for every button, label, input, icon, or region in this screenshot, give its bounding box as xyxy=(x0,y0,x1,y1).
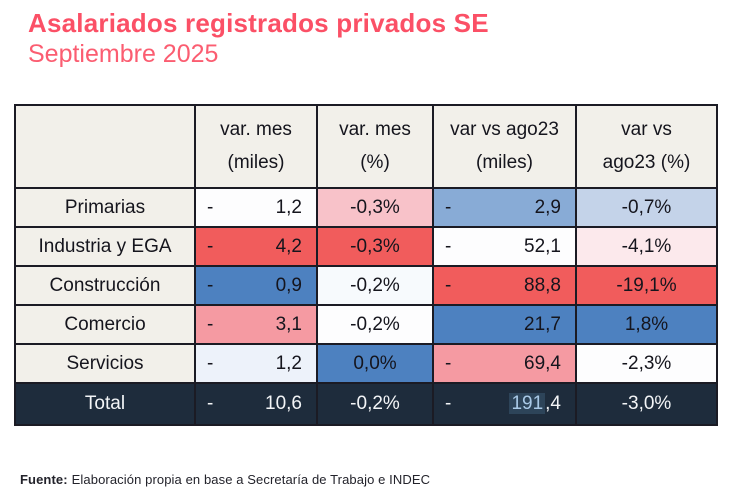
table-row-total: Total - 10,6 -0,2% - 191,4 -3,0% xyxy=(14,382,718,426)
cell-value: 2,9 xyxy=(534,196,561,218)
sectors-variation-table: var. mes (miles) var. mes (%) var vs ago… xyxy=(14,104,718,426)
header-line2: (miles) xyxy=(476,152,533,173)
table-row-industria-y-ega: Industria y EGA - 4,2 -0,3% - 52,1 -4,1% xyxy=(14,226,718,267)
row-label: Construcción xyxy=(14,265,196,306)
negative-sign: - xyxy=(445,196,452,218)
table-cell: -2,3% xyxy=(575,343,718,384)
header-line2: ago23 (%) xyxy=(602,152,691,173)
table-cell: 1,8% xyxy=(575,304,718,345)
cell-value: 1,2 xyxy=(275,352,302,374)
header-cell-sector xyxy=(14,104,196,189)
table-cell-total: - 10,6 xyxy=(194,382,318,426)
table-cell: -19,1% xyxy=(575,265,718,306)
table-cell: 0,0% xyxy=(316,343,434,384)
header-line1: var vs xyxy=(621,119,672,140)
header-line1: var. mes xyxy=(220,119,292,140)
table-row-construccion: Construcción - 0,9 -0,2% - 88,8 -19,1% xyxy=(14,265,718,306)
header-line2 xyxy=(18,141,192,163)
table-row-comercio: Comercio - 3,1 -0,2% 21,7 1,8% xyxy=(14,304,718,345)
table-cell: -4,1% xyxy=(575,226,718,267)
cell-value: 52,1 xyxy=(524,235,561,257)
table-cell: - 2,9 xyxy=(432,187,577,228)
cell-value: 191,4 xyxy=(509,393,561,415)
header-cell-var-mes-miles: var. mes (miles) xyxy=(194,104,318,189)
negative-sign: - xyxy=(445,274,452,296)
table-cell: - 88,8 xyxy=(432,265,577,306)
negative-sign: - xyxy=(207,235,214,257)
table-row-servicios: Servicios - 1,2 0,0% - 69,4 -2,3% xyxy=(14,343,718,384)
cell-value: 1,2 xyxy=(275,196,302,218)
report-header: Asalariados registrados privados SE Sept… xyxy=(0,0,730,69)
table-cell: -0,3% xyxy=(316,226,434,267)
table-cell: -0,2% xyxy=(316,304,434,345)
header-row: var. mes (miles) var. mes (%) var vs ago… xyxy=(14,104,718,189)
table-cell: - 52,1 xyxy=(432,226,577,267)
source-note: Fuente: Elaboración propia en base a Secr… xyxy=(20,472,430,487)
header-line1: var vs ago23 xyxy=(450,119,559,140)
table-row-primarias: Primarias - 1,2 -0,3% - 2,9 -0,7% xyxy=(14,187,718,228)
cell-value-rest: ,4 xyxy=(545,393,561,414)
row-label: Comercio xyxy=(14,304,196,345)
source-label: Fuente: xyxy=(20,472,68,487)
cell-value: 3,1 xyxy=(275,313,302,335)
row-label: Industria y EGA xyxy=(14,226,196,267)
cell-value: 21,7 xyxy=(524,313,561,335)
table-cell: - 3,1 xyxy=(194,304,318,345)
header-cell-var-mes-pct: var. mes (%) xyxy=(316,104,434,189)
cell-value: 69,4 xyxy=(524,352,561,374)
table-cell: - 0,9 xyxy=(194,265,318,306)
table-cell: -0,2% xyxy=(316,265,434,306)
negative-sign: - xyxy=(207,352,214,374)
page-title: Asalariados registrados privados SE xyxy=(28,8,489,38)
row-label: Servicios xyxy=(14,343,196,384)
table-cell: - 4,2 xyxy=(194,226,318,267)
negative-sign: - xyxy=(445,235,452,257)
row-label-total: Total xyxy=(14,382,196,426)
table-cell: -0,3% xyxy=(316,187,434,228)
table-cell: - 1,2 xyxy=(194,187,318,228)
row-label: Primarias xyxy=(14,187,196,228)
header-line1: var. mes xyxy=(339,119,411,140)
header-cell-var-ago23-pct: var vs ago23 (%) xyxy=(575,104,718,189)
table-cell-total: -0,2% xyxy=(316,382,434,426)
negative-sign: - xyxy=(445,352,452,374)
table-cell: - 1,2 xyxy=(194,343,318,384)
negative-sign: - xyxy=(207,313,214,335)
table-header: var. mes (miles) var. mes (%) var vs ago… xyxy=(14,104,718,189)
cell-value: 4,2 xyxy=(275,235,302,257)
table-cell: - 69,4 xyxy=(432,343,577,384)
header-line2: (%) xyxy=(360,152,390,173)
cell-value: 0,9 xyxy=(275,274,302,296)
negative-sign: - xyxy=(207,274,214,296)
table-cell-total: -3,0% xyxy=(575,382,718,426)
header-line2: (miles) xyxy=(227,152,285,173)
cell-value: 10,6 xyxy=(265,393,302,414)
negative-sign: - xyxy=(207,196,214,218)
negative-sign: - xyxy=(207,393,214,414)
table-cell-total: - 191,4 xyxy=(432,382,577,426)
source-text: Elaboración propia en base a Secretaría … xyxy=(71,472,431,487)
header-cell-var-ago23-miles: var vs ago23 (miles) xyxy=(432,104,577,189)
cell-value: 88,8 xyxy=(524,274,561,296)
table-cell: 21,7 xyxy=(432,304,577,345)
negative-sign: - xyxy=(445,393,452,414)
selected-text: 191 xyxy=(509,393,546,414)
page-subtitle: Septiembre 2025 xyxy=(28,40,219,68)
table-cell: -0,7% xyxy=(575,187,718,228)
